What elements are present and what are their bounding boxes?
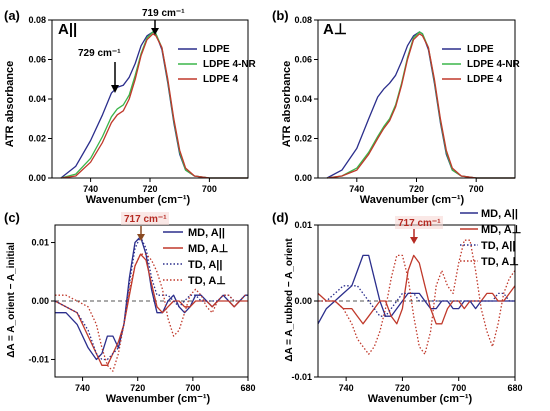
panel-tag-b: (b) [272, 8, 289, 23]
panel-tag-a: (a) [4, 8, 20, 23]
panel-b-plot: 740 720 700 0.00 0.02 0.04 0.06 0.08 [294, 15, 515, 194]
panel-tag-c: (c) [4, 210, 20, 225]
panel-a-annotation-729: 729 cm⁻¹ [78, 48, 121, 59]
y-tick-label: 0.06 [294, 55, 312, 65]
panel-d-annotation-bg [395, 216, 443, 229]
x-tick-label: 720 [395, 383, 410, 393]
panel-c-ylabel: ΔA = A_orient − A_initial [6, 242, 17, 358]
legend-label-md-apar: MD, A|| [188, 227, 225, 239]
series-line-2 [317, 254, 516, 325]
panel-d-arrowhead-717 [410, 237, 418, 244]
panel-b-frame [317, 19, 516, 179]
y-tick-label: -0.01 [291, 372, 312, 382]
panel-a-xlabel: Wavenumber (cm⁻¹) [86, 194, 191, 206]
x-tick-label: 680 [507, 383, 522, 393]
panel-c-annotation-bg [121, 212, 169, 225]
panel-c-arrowhead-717 [137, 234, 145, 241]
series-line-3 [326, 33, 515, 179]
y-tick-label: 0.01 [294, 220, 312, 230]
legend-label-md-aperp: MD, A⊥ [481, 224, 521, 236]
series-line-1 [317, 254, 515, 325]
panel-b: (b) A⊥ ATR absorbance Wavenumber (cm⁻¹) … [272, 8, 521, 206]
legend-label-ldpe: LDPE [467, 44, 494, 55]
legend-label-ldpe-4: LDPE 4 [467, 74, 502, 85]
panel-c-annotation-717: 717 cm⁻¹ [124, 214, 167, 225]
panel-c: (c) ΔA = A_orient − A_initial Wavenumber… [4, 210, 256, 405]
legend-label-ldpe-4nr: LDPE 4-NR [467, 59, 521, 70]
y-tick-label: -0.01 [28, 354, 49, 364]
panel-d-xlabel: Wavenumber (cm⁻¹) [368, 393, 473, 405]
panel-tag-d: (d) [272, 210, 289, 225]
panel-a-arrowhead-719 [151, 28, 159, 35]
panel-a-ylabel: ATR absorbance [4, 61, 16, 148]
panel-a-label: A|| [58, 21, 77, 38]
series-line-3 [318, 285, 515, 317]
legend-label-md-apar: MD, A|| [481, 208, 518, 220]
x-tick-label: 740 [339, 383, 354, 393]
series-line-1 [55, 236, 248, 361]
panel-a-annotation-719: 719 cm⁻¹ [142, 8, 185, 19]
series-line-4 [55, 253, 248, 372]
x-tick-label: 720 [130, 383, 145, 393]
y-tick-label: 0.00 [294, 173, 312, 183]
y-tick-label: 0.04 [294, 94, 312, 104]
x-tick-label: 700 [202, 184, 217, 194]
y-tick-label: 0.08 [28, 15, 46, 25]
series-line-2 [54, 253, 248, 366]
series-line-4 [318, 239, 516, 355]
legend-label-td-aperp: TD, A⊥ [481, 256, 519, 268]
y-tick-label: 0.00 [28, 173, 46, 183]
panel-b-xlabel: Wavenumber (cm⁻¹) [360, 194, 465, 206]
panel-a-legend: LDPE LDPE 4-NR LDPE 4 [178, 44, 257, 85]
y-tick-label: 0.02 [294, 134, 312, 144]
panel-c-legend: MD, A|| MD, A⊥ TD, A|| TD, A⊥ [163, 227, 228, 287]
legend-label-ldpe-4: LDPE 4 [203, 74, 238, 85]
panel-a: (a) A|| ATR absorbance Wavenumber (cm⁻¹)… [4, 8, 257, 206]
legend-label-ldpe-4nr: LDPE 4-NR [203, 59, 257, 70]
y-tick-label: 0.04 [28, 94, 46, 104]
legend-label-td-aperp: TD, A⊥ [188, 275, 226, 287]
x-tick-label: 680 [240, 383, 255, 393]
panel-d-annotation-717: 717 cm⁻¹ [398, 218, 441, 229]
y-tick-label: 0.00 [294, 296, 312, 306]
panel-d-plot: 740 720 700 680 -0.01 0.00 0.01 [291, 220, 522, 393]
legend-label-td-apar: TD, A|| [481, 240, 515, 252]
panel-d: (d) ΔA = A_rubbed − A_orient Wavenumber … [272, 208, 523, 405]
legend-label-md-aperp: MD, A⊥ [188, 243, 228, 255]
x-tick-label: 740 [75, 383, 90, 393]
y-tick-label: 0.08 [294, 15, 312, 25]
legend-label-td-apar: TD, A|| [188, 259, 222, 271]
legend-label-ldpe: LDPE [203, 44, 230, 55]
panel-b-ylabel: ATR absorbance [281, 61, 293, 148]
series-line-3 [54, 236, 248, 361]
series-line-3 [60, 33, 248, 179]
panel-c-plot: 740 720 700 680 -0.01 0.00 0.01 [28, 236, 256, 393]
panel-b-legend: LDPE LDPE 4-NR LDPE 4 [442, 44, 521, 85]
panel-b-label: A⊥ [323, 21, 347, 38]
x-tick-label: 700 [469, 184, 484, 194]
y-tick-label: 0.02 [28, 134, 46, 144]
x-tick-label: 720 [409, 184, 424, 194]
panel-a-plot: 740 720 700 0.00 0.02 0.04 0.06 0.08 [28, 15, 248, 194]
y-tick-label: 0.06 [28, 55, 46, 65]
panel-d-legend: MD, A|| MD, A⊥ TD, A|| TD, A⊥ [460, 208, 521, 268]
y-tick-label: 0.00 [31, 296, 49, 306]
panel-d-ylabel: ΔA = A_rubbed − A_orient [284, 238, 295, 362]
y-tick-label: 0.01 [31, 238, 49, 248]
x-tick-label: 740 [83, 184, 98, 194]
x-tick-label: 740 [349, 184, 364, 194]
panel-a-frame [51, 19, 249, 179]
panel-c-xlabel: Wavenumber (cm⁻¹) [106, 393, 211, 405]
x-tick-label: 700 [185, 383, 200, 393]
x-tick-label: 700 [451, 383, 466, 393]
panel-a-arrowhead-729 [111, 85, 119, 93]
x-tick-label: 720 [142, 184, 157, 194]
